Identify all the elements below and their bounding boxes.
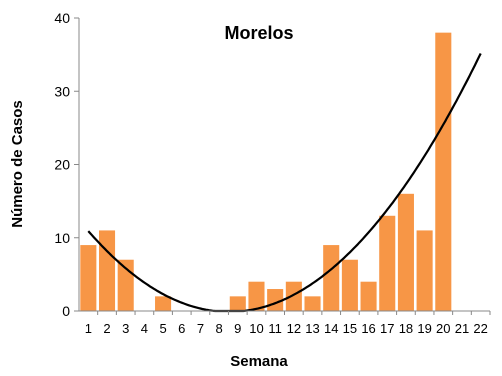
bar-week-10: [248, 281, 265, 311]
x-tick-label: 14: [324, 321, 338, 336]
x-tick-label: 21: [455, 321, 469, 336]
bar-week-2: [98, 230, 116, 311]
x-tick-label: 15: [343, 321, 357, 336]
x-tick-label: 19: [417, 321, 431, 336]
bar-week-19: [416, 230, 433, 311]
y-tick-label: 30: [54, 83, 70, 99]
trendline: [87, 53, 482, 313]
bar-week-16: [360, 281, 377, 311]
x-tick-label: 8: [215, 321, 222, 336]
bar-week-9: [229, 296, 246, 311]
x-tick-label: 17: [380, 321, 394, 336]
x-tick-label: 2: [103, 321, 110, 336]
bar-week-18: [397, 193, 414, 311]
bar-week-15: [341, 259, 358, 311]
bar-week-20: [435, 32, 452, 312]
x-tick-label: 7: [197, 321, 204, 336]
x-tick-label: 1: [85, 321, 92, 336]
bar-week-1: [80, 245, 97, 311]
y-tick-label: 10: [54, 230, 70, 246]
y-axis-label: Número de Casos: [9, 100, 26, 228]
bars-group: [80, 32, 452, 312]
bar-week-14: [323, 245, 340, 311]
x-tick-label: 5: [159, 321, 166, 336]
bar-week-13: [304, 296, 321, 311]
x-axis-label: Semana: [230, 353, 288, 370]
bar-week-5: [155, 296, 172, 311]
y-tick-label: 20: [54, 157, 70, 173]
x-tick-label: 18: [399, 321, 413, 336]
y-tick-label: 0: [62, 303, 70, 319]
x-tick-label: 11: [268, 321, 282, 336]
x-tick-label: 13: [305, 321, 319, 336]
bar-week-17: [379, 215, 396, 311]
x-tick-label: 10: [249, 321, 263, 336]
x-ticks-group: 1 2 3 4 5 6 7 8 9 10 11 12 13 14 15 16 17 18 19 20 21 22: [85, 311, 491, 336]
x-tick-label: 9: [234, 321, 241, 336]
chart-title: Morelos: [224, 23, 293, 43]
y-tick-label: 40: [54, 10, 70, 26]
x-tick-label: 16: [361, 321, 375, 336]
x-tick-label: 4: [141, 321, 148, 336]
x-tick-label: 22: [473, 321, 487, 336]
x-tick-label: 12: [287, 321, 301, 336]
bar-week-12: [285, 281, 302, 311]
x-tick-label: 6: [178, 321, 185, 336]
y-ticks-group: 0 10 20 30 40: [54, 10, 79, 319]
x-tick-label: 20: [436, 321, 450, 336]
x-tick-label: 3: [122, 321, 129, 336]
